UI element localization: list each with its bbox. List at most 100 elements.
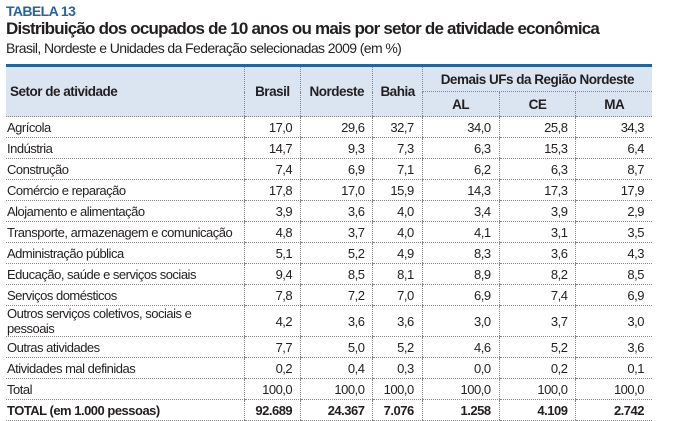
table-row: Alojamento e alimentação 3,9 3,6 4,0 3,4 3,9 2… <box>6 200 652 222</box>
table-label: TABELA 13 <box>6 3 76 19</box>
cell-value: 7,4 <box>243 158 301 180</box>
cell-value: 3,1 <box>498 221 576 243</box>
row-label: Total <box>6 378 244 400</box>
cell-value: 0,2 <box>498 357 576 379</box>
header-group: Demais UFs da Região Nordeste <box>421 65 652 92</box>
cell-value: 0,2 <box>243 357 301 379</box>
cell-value: 8,1 <box>372 263 423 285</box>
cell-value: 5,2 <box>498 336 576 358</box>
cell-value: 7,2 <box>300 284 373 306</box>
header-ma: MA <box>575 91 652 117</box>
data-table: Setor de atividade Brasil Nordeste Bahia… <box>6 64 652 421</box>
cell-value: 6,9 <box>300 158 373 180</box>
row-label: Indústria <box>6 137 244 159</box>
cell-value: 7.076 <box>372 399 423 421</box>
row-label: Comércio e reparação <box>6 179 244 201</box>
cell-value: 9,4 <box>243 263 301 285</box>
row-label: Atividades mal definidas <box>6 357 244 379</box>
cell-value: 34,3 <box>575 116 652 138</box>
table-row: Total 100,0 100,0 100,0 100,0 100,0 100,0 <box>6 378 652 400</box>
cell-value: 9,3 <box>300 137 373 159</box>
cell-value: 8,5 <box>300 263 373 285</box>
cell-value: 8,2 <box>498 263 576 285</box>
cell-value: 0,0 <box>421 357 500 379</box>
row-label: Outros serviços coletivos, sociais e pes… <box>6 305 244 337</box>
cell-value: 24.367 <box>300 399 373 421</box>
table-row: Educação, saúde e serviços sociais 9,4 8,5… <box>6 263 652 285</box>
row-label: Construção <box>6 158 244 180</box>
row-label: Outras atividades <box>6 336 244 358</box>
cell-value: 100,0 <box>300 378 373 400</box>
row-label: Administração pública <box>6 242 244 264</box>
cell-value: 2,9 <box>575 200 652 222</box>
cell-value: 4,0 <box>372 221 423 243</box>
cell-value: 17,8 <box>243 179 301 201</box>
cell-value: 34,0 <box>421 116 500 138</box>
cell-value: 3,5 <box>575 221 652 243</box>
cell-value: 5,2 <box>372 336 423 358</box>
row-label: Serviços domésticos <box>6 284 244 306</box>
cell-value: 100,0 <box>243 378 301 400</box>
cell-value: 8,3 <box>421 242 500 264</box>
cell-value: 3,6 <box>575 336 652 358</box>
cell-value: 32,7 <box>372 116 423 138</box>
header-sector: Setor de atividade <box>6 65 244 117</box>
cell-value: 3,6 <box>372 305 423 337</box>
cell-value: 92.689 <box>243 399 301 421</box>
table-row: Agrícola 17,0 29,6 32,7 34,0 25,8 34,3 <box>6 116 652 138</box>
header-ce: CE <box>498 91 576 117</box>
row-label: Educação, saúde e serviços sociais <box>6 263 244 285</box>
table-row: Transporte, armazenagem e comunicação 4,8… <box>6 221 652 243</box>
cell-value: 8,5 <box>575 263 652 285</box>
cell-value: 3,9 <box>498 200 576 222</box>
cell-value: 7,1 <box>372 158 423 180</box>
cell-value: 14,3 <box>421 179 500 201</box>
cell-value: 3,9 <box>243 200 301 222</box>
cell-value: 0,3 <box>372 357 423 379</box>
cell-value: 4,1 <box>421 221 500 243</box>
table-row: Serviços domésticos 7,8 7,2 7,0 6,9 7,4 6,9 <box>6 284 652 306</box>
cell-value: 3,7 <box>498 305 576 337</box>
cell-value: 6,3 <box>498 158 576 180</box>
cell-value: 6,4 <box>575 137 652 159</box>
table-row: Outros serviços coletivos, sociais e pes… <box>6 305 652 337</box>
cell-value: 3,6 <box>300 200 373 222</box>
cell-value: 100,0 <box>421 378 500 400</box>
cell-value: 4,9 <box>372 242 423 264</box>
table-row: Comércio e reparação 17,8 17,0 15,9 14,3 17,3… <box>6 179 652 201</box>
cell-value: 8,9 <box>421 263 500 285</box>
table-subtitle: Brasil, Nordeste e Unidades da Federação… <box>6 40 402 56</box>
header-brasil: Brasil <box>243 65 301 117</box>
cell-value: 3,7 <box>300 221 373 243</box>
cell-value: 5,1 <box>243 242 301 264</box>
row-label: Transporte, armazenagem e comunicação <box>6 221 244 243</box>
cell-value: 3,4 <box>421 200 500 222</box>
cell-value: 4,2 <box>243 305 301 337</box>
table-row: Construção 7,4 6,9 7,1 6,2 6,3 8,7 <box>6 158 652 180</box>
cell-value: 6,9 <box>421 284 500 306</box>
cell-value: 7,7 <box>243 336 301 358</box>
cell-value: 7,4 <box>498 284 576 306</box>
table-row: TOTAL (em 1.000 pessoas) 92.689 24.367 7.07… <box>6 399 652 421</box>
cell-value: 100,0 <box>498 378 576 400</box>
cell-value: 7,3 <box>372 137 423 159</box>
cell-value: 17,3 <box>498 179 576 201</box>
cell-value: 29,6 <box>300 116 373 138</box>
cell-value: 2.742 <box>575 399 652 421</box>
cell-value: 6,3 <box>421 137 500 159</box>
cell-value: 5,0 <box>300 336 373 358</box>
cell-value: 4,6 <box>421 336 500 358</box>
cell-value: 15,9 <box>372 179 423 201</box>
cell-value: 14,7 <box>243 137 301 159</box>
cell-value: 6,2 <box>421 158 500 180</box>
cell-value: 5,2 <box>300 242 373 264</box>
cell-value: 3,6 <box>498 242 576 264</box>
cell-value: 17,0 <box>300 179 373 201</box>
cell-value: 100,0 <box>575 378 652 400</box>
header-al: AL <box>421 91 500 117</box>
table-document: TABELA 13 Distribuição dos ocupados de 1… <box>6 3 652 421</box>
cell-value: 4,0 <box>372 200 423 222</box>
cell-value: 4,3 <box>575 242 652 264</box>
row-label: TOTAL (em 1.000 pessoas) <box>6 399 244 421</box>
header-bahia: Bahia <box>372 65 423 117</box>
